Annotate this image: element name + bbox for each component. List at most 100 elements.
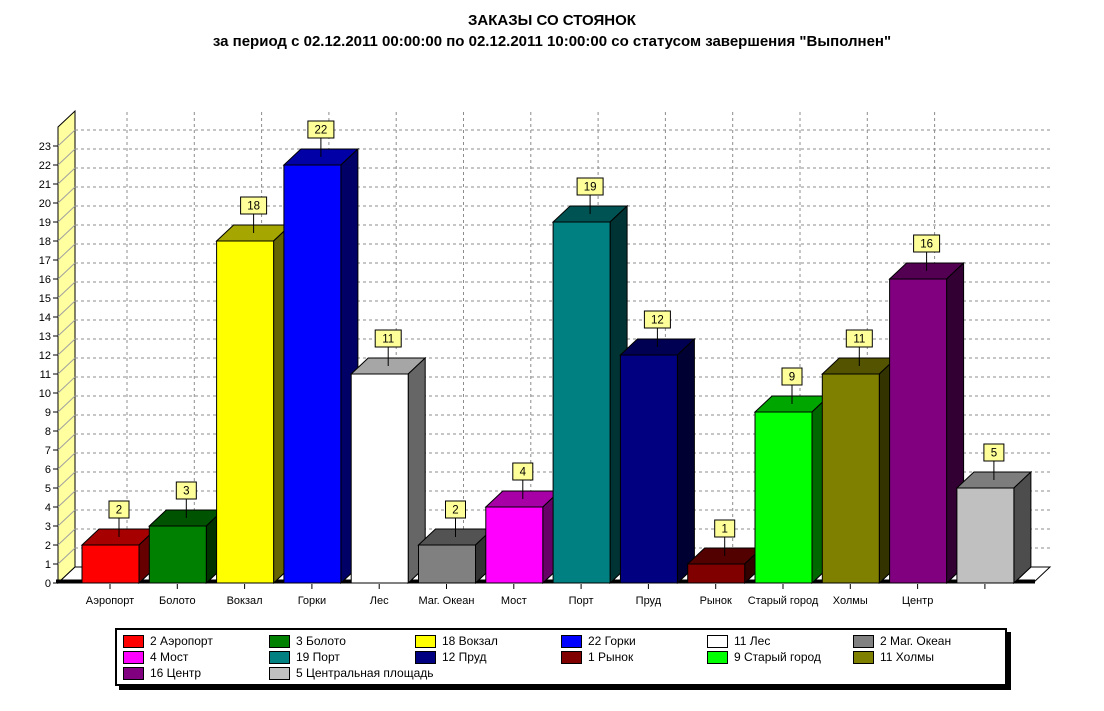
legend-item-label: 18 Вокзал <box>442 634 498 648</box>
value-label: 11 <box>382 334 394 346</box>
value-label: 16 <box>920 239 933 251</box>
y-axis-tick-label: 19 <box>39 217 51 229</box>
y-axis-tick-label: 21 <box>39 179 51 191</box>
legend-swatch <box>853 634 874 648</box>
wall-hatch-line <box>57 205 76 223</box>
chart-title: ЗАКАЗЫ СО СТОЯНОК <box>468 12 636 29</box>
bar <box>821 373 880 584</box>
x-axis-label: Горки <box>298 595 326 607</box>
value-label: 2 <box>116 505 122 517</box>
wall-hatch-line <box>57 319 76 337</box>
y-axis-tick-label: 1 <box>45 559 51 571</box>
y-axis-tick-label: 16 <box>39 274 51 286</box>
wall-hatch-line <box>57 452 76 470</box>
legend-item-label: 3 Болото <box>296 634 346 648</box>
wall-hatch-line <box>57 167 76 185</box>
wall-hatch-line <box>57 414 76 432</box>
x-axis-label: Старый город <box>748 595 819 607</box>
y-axis-tick-label: 11 <box>40 369 51 381</box>
legend-item-label: 2 Аэропорт <box>150 634 213 648</box>
bar <box>552 221 611 584</box>
legend-item-label: 12 Пруд <box>442 650 487 664</box>
legend-item-label: 22 Горки <box>588 634 636 648</box>
legend-item: 5 Центральная площадь <box>269 665 434 681</box>
bar <box>216 240 275 584</box>
wall-hatch-line <box>57 300 76 318</box>
wall-hatch-line <box>57 509 76 527</box>
chart-subtitle: за период с 02.12.2011 00:00:00 по 02.12… <box>212 33 892 50</box>
value-label: 1 <box>721 524 727 536</box>
wall-hatch-line <box>57 148 76 166</box>
legend-item: 9 Старый город <box>707 649 853 665</box>
wall-hatch-line <box>57 262 76 280</box>
y-axis-tick-label: 13 <box>39 331 51 343</box>
legend-swatch <box>269 666 290 680</box>
legend-item: 19 Порт <box>269 649 415 665</box>
bar <box>956 487 1015 584</box>
y-axis-tick-label: 4 <box>45 502 51 514</box>
bar <box>889 278 948 584</box>
value-label-box <box>108 500 130 519</box>
y-axis-tick-label: 8 <box>45 426 51 438</box>
x-axis-label: Рынок <box>700 595 732 607</box>
value-label: 3 <box>183 486 189 498</box>
wall-hatch-line <box>57 490 76 508</box>
x-axis-label: Маг. Океан <box>419 595 475 607</box>
bar <box>148 525 207 584</box>
legend-item: 3 Болото <box>269 633 415 649</box>
value-label: 12 <box>651 315 664 327</box>
legend-swatch <box>707 634 728 648</box>
chart-title-block: ЗАКАЗЫ СО СТОЯНОК за период с 02.12.2011… <box>0 10 1104 52</box>
value-label-box <box>845 329 873 348</box>
legend-swatch <box>415 650 436 664</box>
wall-hatch-line <box>57 376 76 394</box>
y-axis-tick-label: 9 <box>45 407 51 419</box>
value-label-box <box>445 500 466 519</box>
bar <box>485 506 544 584</box>
y-axis-tick-label: 6 <box>45 464 51 476</box>
wall-hatch-line <box>57 547 76 565</box>
legend-item-label: 4 Мост <box>150 650 189 664</box>
bar-side-face <box>676 337 695 585</box>
legend-swatch <box>853 650 874 664</box>
legend-swatch <box>707 650 728 664</box>
legend-item-label: 2 Маг. Океан <box>880 634 952 648</box>
y-axis-tick-label: 18 <box>39 236 51 248</box>
wall-hatch-line <box>57 186 76 204</box>
bar <box>754 411 813 584</box>
x-axis-label: Болото <box>159 595 196 607</box>
y-axis-tick-label: 23 <box>39 141 51 153</box>
value-label: 9 <box>789 372 795 384</box>
value-label: 19 <box>584 182 597 194</box>
y-axis-tick-label: 2 <box>45 540 51 552</box>
y-axis-tick-label: 12 <box>39 350 51 362</box>
chart-legend: 2 Аэропорт 3 Болото 18 Вокзал 22 Горки 11 Ле… <box>115 628 1007 686</box>
wall-hatch-line <box>57 471 76 489</box>
y-axis-tick-label: 5 <box>45 483 51 495</box>
value-label-box <box>913 234 941 253</box>
x-axis-label: Лес <box>370 595 389 607</box>
x-axis-label: Мост <box>501 595 527 607</box>
wall-hatch-line <box>57 281 76 299</box>
value-label: 2 <box>452 505 458 517</box>
y-axis-tick-label: 20 <box>39 198 51 210</box>
x-axis-label: Вокзал <box>227 595 263 607</box>
value-label: 22 <box>315 125 328 137</box>
value-label: 4 <box>520 467 527 479</box>
legend-swatch <box>123 650 144 664</box>
wall-hatch-line <box>57 338 76 356</box>
wall-hatch-line <box>57 395 76 413</box>
legend-item: 2 Аэропорт <box>123 633 269 649</box>
wall-hatch-line <box>57 357 76 375</box>
legend-item-label: 5 Центральная площадь <box>296 666 434 680</box>
value-label: 18 <box>247 201 260 213</box>
legend-item: 18 Вокзал <box>415 633 561 649</box>
y-axis-tick-label: 22 <box>39 160 51 172</box>
legend-item-label: 19 Порт <box>296 650 340 664</box>
y-axis-tick-label: 7 <box>45 445 51 457</box>
y-axis-tick-label: 0 <box>45 578 51 590</box>
value-label-box <box>307 120 335 139</box>
legend-swatch <box>415 634 436 648</box>
legend-swatch <box>269 650 290 664</box>
